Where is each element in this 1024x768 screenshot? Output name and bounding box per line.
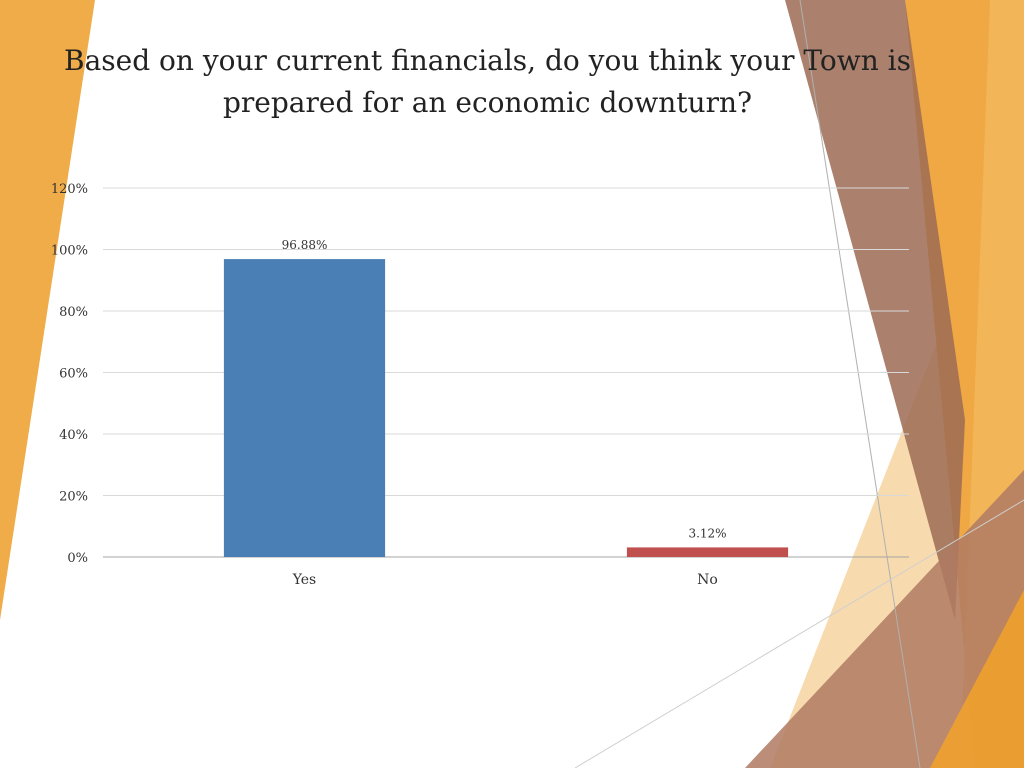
chart-title: Based on your current financials, do you… bbox=[64, 44, 911, 119]
right-brown-shape bbox=[785, 0, 965, 620]
y-tick-label: 100% bbox=[51, 244, 88, 259]
deco-line-1 bbox=[799, 0, 921, 768]
y-tick-label: 0% bbox=[67, 551, 88, 566]
y-tick-label: 60% bbox=[59, 367, 88, 382]
y-tick-label: 120% bbox=[51, 182, 88, 197]
deco-line-2 bbox=[574, 499, 1024, 768]
left-accent-shape bbox=[0, 0, 95, 620]
right-bottom-brown-shape bbox=[745, 470, 1024, 768]
x-tick-label: Yes bbox=[292, 572, 317, 588]
y-tick-label: 80% bbox=[59, 305, 88, 320]
bar-yes bbox=[223, 259, 386, 557]
y-tick-label: 20% bbox=[59, 490, 88, 505]
x-tick-label: No bbox=[697, 572, 718, 588]
bar-no bbox=[626, 547, 789, 557]
data-label: 96.88% bbox=[282, 238, 328, 252]
y-tick-label: 40% bbox=[59, 428, 88, 443]
right-bottom-orange-shape bbox=[930, 590, 1024, 768]
data-label: 3.12% bbox=[688, 526, 726, 540]
